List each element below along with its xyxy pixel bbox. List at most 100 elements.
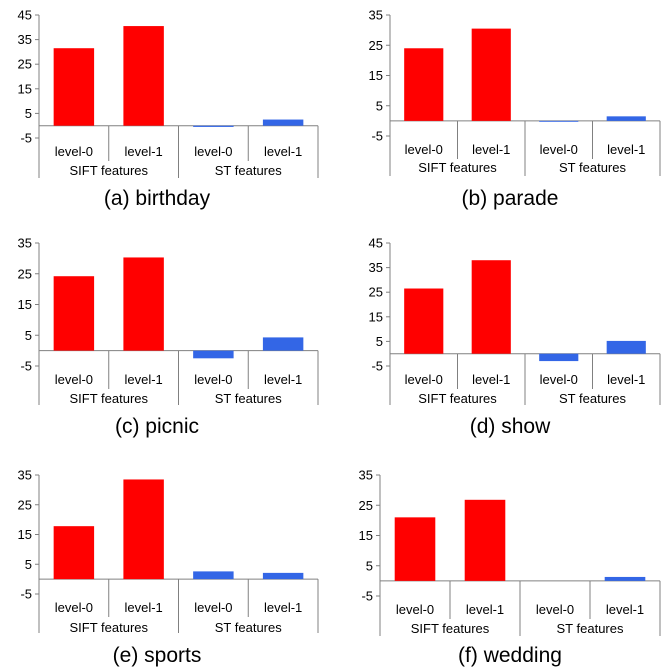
- y-tick-label: 15: [18, 81, 32, 96]
- category-label: level-1: [264, 372, 302, 387]
- y-tick-label: 25: [18, 266, 32, 281]
- y-tick-label: -5: [20, 131, 32, 146]
- category-label: level-1: [472, 372, 510, 387]
- y-tick-label: 45: [18, 8, 32, 23]
- category-label: level-1: [606, 602, 644, 617]
- y-tick-label: 5: [366, 558, 373, 573]
- category-label: level-0: [55, 372, 93, 387]
- bar-st-level-1: [262, 119, 304, 126]
- category-label: level-0: [194, 600, 232, 615]
- bar-st-level-1: [606, 116, 646, 121]
- bar-st-level-0: [539, 120, 579, 122]
- y-tick-label: 15: [18, 297, 32, 312]
- group-label: ST features: [215, 391, 282, 406]
- y-tick-label: 5: [25, 557, 32, 572]
- group-label: ST features: [215, 163, 282, 178]
- bar-sift-level-0: [53, 526, 95, 580]
- category-label: level-0: [55, 600, 93, 615]
- y-tick-label: 15: [369, 68, 383, 83]
- category-label: level-1: [124, 372, 162, 387]
- panel-caption: (c) picnic: [115, 415, 199, 438]
- category-label: level-1: [472, 142, 510, 157]
- group-label: ST features: [559, 160, 626, 175]
- bar-st-level-0: [193, 571, 234, 580]
- chart-panel-2: -5 5 15 25 35 level-0 level-1 level-0 level-1 SIF…: [369, 8, 661, 210]
- bar-st-level-1: [606, 340, 646, 354]
- chart-panel-4: -5 5 15 25 35 45 level-0 level-1 level-0 level-1 S…: [369, 236, 661, 438]
- category-label: level-0: [405, 142, 443, 157]
- bar-st-level-1: [604, 576, 646, 581]
- category-label: level-1: [607, 372, 645, 387]
- chart-panel-6: -5 5 15 25 35 level-0 level-1 level-0 level-1 SIF…: [359, 468, 661, 667]
- category-label: level-1: [264, 600, 302, 615]
- bar-sift-level-1: [464, 499, 506, 581]
- group-label: SIFT features: [69, 391, 148, 406]
- bar-st-level-1: [262, 572, 304, 580]
- bar-sift-level-0: [404, 288, 444, 354]
- y-tick-label: 25: [18, 497, 32, 512]
- group-label: SIFT features: [418, 391, 497, 406]
- y-tick-label: -5: [20, 359, 32, 374]
- group-label: SIFT features: [411, 621, 490, 636]
- bar-sift-level-1: [471, 28, 511, 121]
- y-tick-label: -5: [371, 129, 383, 144]
- bar-sift-level-0: [53, 276, 95, 351]
- panel-caption: (f) wedding: [458, 644, 562, 667]
- panel-caption: (e) sports: [113, 644, 202, 667]
- bar-sift-level-0: [394, 517, 436, 581]
- category-label: level-1: [124, 144, 162, 159]
- category-label: level-1: [264, 144, 302, 159]
- bar-sift-level-1: [123, 479, 164, 580]
- chart-panel-5: -5 5 15 25 35 level-0 level-1 level-0 level-1 SIF…: [18, 468, 319, 667]
- y-tick-label: 25: [359, 498, 373, 513]
- chart-panel-1: -5 5 15 25 35 45 level-0 level-1 level-0 level-1 S…: [18, 8, 319, 210]
- bar-sift-level-1: [471, 260, 511, 354]
- y-tick-label: 5: [25, 106, 32, 121]
- bar-st-level-0: [193, 125, 234, 127]
- category-label: level-0: [405, 372, 443, 387]
- panel-caption: (b) parade: [462, 187, 559, 210]
- y-tick-label: 25: [18, 57, 32, 72]
- y-tick-label: 5: [376, 98, 383, 113]
- category-label: level-0: [536, 602, 574, 617]
- y-tick-label: 5: [25, 328, 32, 343]
- y-tick-label: -5: [361, 589, 373, 604]
- y-tick-label: 35: [369, 260, 383, 275]
- bar-st-level-0: [193, 350, 234, 359]
- bar-sift-level-0: [404, 48, 444, 121]
- y-tick-label: 25: [369, 38, 383, 53]
- bar-sift-level-0: [53, 48, 95, 126]
- category-label: level-0: [540, 142, 578, 157]
- y-tick-label: -5: [371, 359, 383, 374]
- group-label: ST features: [559, 391, 626, 406]
- category-label: level-1: [607, 142, 645, 157]
- group-label: SIFT features: [69, 620, 148, 635]
- category-label: level-0: [194, 144, 232, 159]
- y-tick-label: 15: [359, 528, 373, 543]
- panel-caption: (d) show: [470, 415, 551, 438]
- category-label: level-0: [540, 372, 578, 387]
- group-label: SIFT features: [69, 163, 148, 178]
- bar-st-level-0: [539, 353, 579, 362]
- y-tick-label: 35: [359, 468, 373, 483]
- y-tick-label: 35: [18, 468, 32, 483]
- y-tick-label: 35: [369, 8, 383, 23]
- y-tick-label: -5: [20, 587, 32, 602]
- category-label: level-1: [124, 600, 162, 615]
- y-tick-label: 35: [18, 32, 32, 47]
- bar-st-level-1: [262, 337, 304, 351]
- y-tick-label: 5: [376, 334, 383, 349]
- bar-sift-level-1: [123, 257, 164, 351]
- chart-panel-3: -5 5 15 25 35 level-0 level-1 level-0 level-1 SIF…: [18, 236, 319, 438]
- group-label: SIFT features: [418, 160, 497, 175]
- panel-caption: (a) birthday: [104, 187, 211, 210]
- y-tick-label: 15: [369, 309, 383, 324]
- category-label: level-0: [55, 144, 93, 159]
- category-label: level-0: [396, 602, 434, 617]
- bar-sift-level-1: [123, 26, 164, 126]
- group-label: ST features: [557, 621, 624, 636]
- y-tick-label: 25: [369, 285, 383, 300]
- y-tick-label: 15: [18, 527, 32, 542]
- y-tick-label: 45: [369, 236, 383, 251]
